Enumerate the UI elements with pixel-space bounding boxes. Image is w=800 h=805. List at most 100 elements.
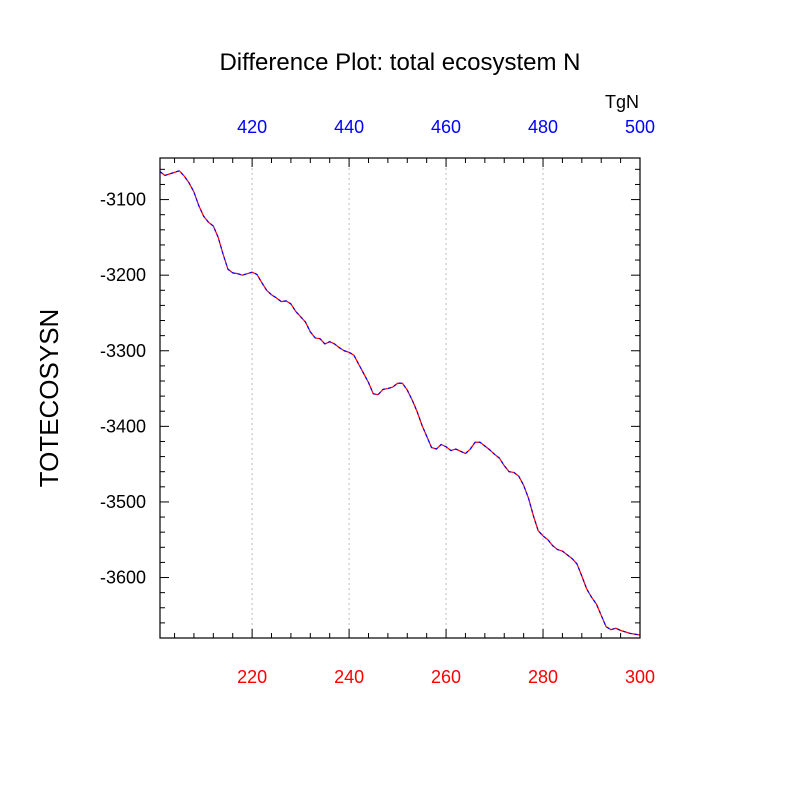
data-point — [586, 588, 587, 589]
data-point — [402, 383, 403, 384]
y-axis-label: TOTECOSYSN — [34, 309, 64, 488]
data-point — [213, 226, 214, 227]
data-point — [276, 297, 277, 298]
data-point — [465, 453, 466, 454]
data-point — [596, 604, 597, 605]
data-point — [266, 290, 267, 291]
data-point — [611, 629, 612, 630]
data-point — [300, 316, 301, 317]
series-line-dashed — [159, 170, 641, 636]
top-axis-units: TgN — [605, 92, 639, 112]
data-point — [504, 465, 505, 466]
data-point — [227, 269, 228, 270]
data-point — [581, 576, 582, 577]
data-point — [383, 389, 384, 390]
data-point — [387, 388, 388, 389]
x-bottom-tick-label: 240 — [334, 667, 364, 687]
data-point — [528, 498, 529, 499]
data-point — [591, 597, 592, 598]
data-point — [169, 173, 170, 174]
data-point — [174, 172, 175, 173]
data-point — [407, 390, 408, 391]
data-point — [257, 274, 258, 275]
data-point — [397, 383, 398, 384]
data-point — [431, 447, 432, 448]
data-point — [363, 373, 364, 374]
data-point — [460, 451, 461, 452]
data-point — [470, 449, 471, 450]
data-point — [179, 170, 180, 171]
y-tick-label: -3600 — [100, 568, 146, 588]
data-point — [630, 633, 631, 634]
axes-layer: 220 240 260 280 300 420 440 460 480 500 -3100 -3200… — [100, 117, 655, 687]
data-point — [572, 558, 573, 559]
data-point — [392, 387, 393, 388]
data-point — [441, 444, 442, 445]
data-point — [475, 442, 476, 443]
y-tick-label: -3200 — [100, 265, 146, 285]
x-top-tick-label: 480 — [528, 117, 558, 137]
data-point — [538, 530, 539, 531]
data-point — [320, 338, 321, 339]
data-point — [368, 382, 369, 383]
data-point — [562, 551, 563, 552]
data-point — [606, 626, 607, 627]
data-point — [164, 175, 165, 176]
data-point — [620, 630, 621, 631]
data-point — [339, 347, 340, 348]
data-point — [203, 216, 204, 217]
data-point — [189, 183, 190, 184]
data-point — [547, 539, 548, 540]
data-point — [489, 449, 490, 450]
data-point — [324, 344, 325, 345]
data-point — [232, 273, 233, 274]
data-point — [533, 515, 534, 516]
data-point — [446, 446, 447, 447]
data-point — [421, 424, 422, 425]
data-point — [286, 300, 287, 301]
data-point — [373, 393, 374, 394]
data-point — [455, 449, 456, 450]
data-point — [509, 471, 510, 472]
data-point — [198, 205, 199, 206]
data-point — [451, 450, 452, 451]
data-point — [305, 322, 306, 323]
data-point — [184, 176, 185, 177]
data-point — [635, 634, 636, 635]
x-top-tick-label: 440 — [334, 117, 364, 137]
data-point — [271, 294, 272, 295]
x-bottom-tick-label: 220 — [237, 667, 267, 687]
data-point — [291, 303, 292, 304]
series-line — [159, 170, 641, 636]
x-bottom-tick-label: 260 — [431, 667, 461, 687]
data-point — [358, 364, 359, 365]
x-top-tick-label: 420 — [237, 117, 267, 137]
data-point — [223, 254, 224, 255]
data-point — [295, 311, 296, 312]
grid-layer — [251, 158, 544, 638]
data-point — [310, 331, 311, 332]
data-point — [543, 536, 544, 537]
data-point — [354, 355, 355, 356]
data-point — [567, 554, 568, 555]
chart-title: Difference Plot: total ecosystem N — [219, 49, 580, 76]
data-point — [218, 237, 219, 238]
data-point — [334, 344, 335, 345]
data-point — [557, 549, 558, 550]
data-point — [315, 338, 316, 339]
data-point — [494, 454, 495, 455]
data-point — [577, 564, 578, 565]
data-point — [194, 192, 195, 193]
series-layer — [159, 170, 641, 636]
y-tick-label: -3500 — [100, 492, 146, 512]
data-point — [436, 449, 437, 450]
data-point — [417, 411, 418, 412]
x-bottom-tick-label: 300 — [625, 667, 655, 687]
y-tick-label: -3400 — [100, 416, 146, 436]
data-point — [281, 301, 282, 302]
data-point — [523, 485, 524, 486]
data-point — [208, 222, 209, 223]
data-point — [552, 545, 553, 546]
